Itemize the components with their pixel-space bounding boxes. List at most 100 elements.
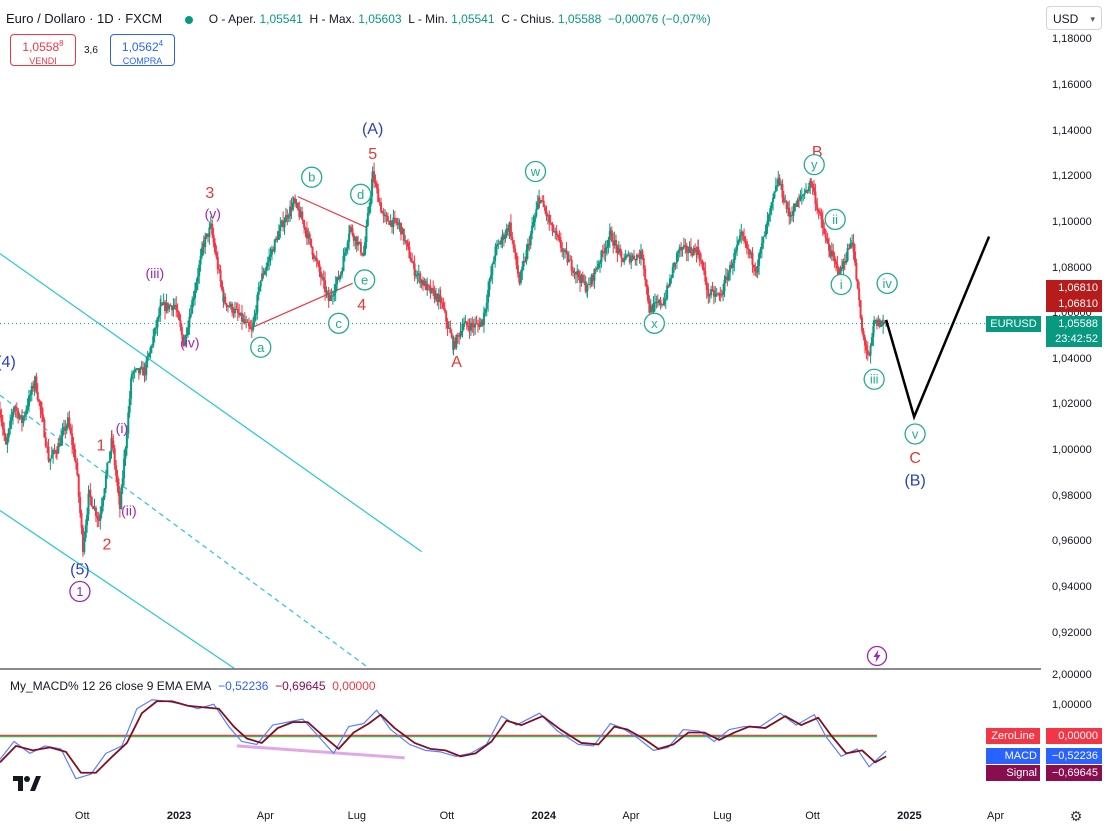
candle-body — [576, 270, 579, 275]
wave-label-circle — [863, 368, 885, 390]
candle-body — [497, 243, 500, 245]
candle-body — [792, 211, 795, 216]
candle-body — [631, 255, 634, 259]
open-value: 1,05541 — [259, 12, 303, 26]
candle-body — [325, 291, 328, 293]
candle-body — [420, 280, 423, 284]
candle-body — [312, 254, 315, 259]
candle-body — [398, 223, 401, 225]
candle-body — [668, 278, 671, 286]
candle-body — [471, 322, 474, 326]
candle-body — [385, 215, 388, 217]
sell-button[interactable]: 1,05588 VENDI — [10, 34, 76, 66]
wave-label-circle — [876, 272, 898, 295]
candle-body — [307, 233, 310, 239]
candle-body — [806, 190, 809, 192]
ohlc-legend: Euro / Dollaro · 1D · FXCM O - Aper. 1,0… — [6, 11, 711, 26]
candle-body — [333, 292, 336, 296]
currency-selector[interactable]: USD ▾ — [1046, 6, 1102, 30]
candle-body — [498, 243, 501, 245]
wave-label-e: e — [361, 272, 368, 287]
candle-body — [7, 429, 10, 438]
candle-body — [62, 426, 65, 431]
macd-line — [0, 699, 887, 780]
sell-price-sup: 8 — [59, 39, 64, 48]
candle-body — [741, 231, 744, 237]
candle-body — [44, 437, 47, 446]
macd-pane[interactable] — [0, 699, 887, 780]
candle-body — [208, 227, 211, 237]
buy-button[interactable]: 1,05624 COMPRA — [110, 34, 175, 66]
candle-body — [855, 262, 858, 280]
candle-body — [529, 233, 532, 246]
candle-body — [552, 230, 555, 233]
candle-body — [464, 321, 467, 324]
candle-body — [173, 304, 176, 306]
candle-body — [377, 188, 380, 202]
candle-body — [162, 302, 165, 305]
wave-label-circle — [824, 208, 846, 231]
candle-body — [292, 198, 295, 203]
candle-body — [26, 406, 29, 410]
candle-body — [601, 250, 604, 252]
candle-body — [830, 250, 833, 257]
high-value: 1,05603 — [358, 12, 402, 26]
time-tick-label: Apr — [987, 810, 1005, 822]
candle-body — [432, 288, 435, 291]
wave-label-circle — [803, 154, 825, 176]
buy-label: COMPRA — [122, 56, 163, 66]
candle-body — [597, 263, 600, 268]
candle-body — [224, 296, 227, 304]
close-label: C - Chius. — [501, 12, 555, 26]
candle-body — [843, 261, 846, 264]
candle-body — [219, 270, 222, 282]
candle-body — [586, 285, 589, 291]
settings-gear-icon[interactable]: ⚙ — [1069, 808, 1083, 824]
candle-body — [106, 462, 109, 476]
candle-body — [468, 327, 471, 331]
candle-body — [475, 323, 478, 325]
candle-body — [767, 214, 770, 221]
symbol-title[interactable]: Euro / Dollaro · 1D · FXCM — [6, 11, 163, 26]
candle-body — [544, 207, 547, 211]
candle-body — [282, 220, 285, 228]
candle-body — [33, 376, 36, 384]
candle-body — [429, 286, 432, 293]
spread-value: 3,6 — [84, 45, 98, 56]
candle-body — [188, 316, 191, 328]
candle-body — [604, 248, 607, 254]
lightning-icon[interactable] — [866, 645, 888, 667]
candle-body — [289, 206, 292, 217]
time-tick-label: Ott — [805, 810, 820, 822]
candle-body — [389, 220, 392, 225]
low-value: 1,05541 — [451, 12, 495, 26]
candle-body — [869, 345, 872, 356]
candle-body — [140, 367, 143, 369]
candle-body — [115, 465, 118, 476]
candle-body — [419, 273, 422, 284]
price-tick-label: 1,00000 — [1052, 444, 1092, 457]
candle-body — [685, 245, 688, 253]
candle-body — [79, 496, 82, 514]
macd-legend[interactable]: My_MACD% 12 26 close 9 EMA EMA −0,52236 … — [10, 679, 376, 693]
candle-body — [500, 240, 503, 245]
wave-label-C: C — [909, 450, 921, 467]
candle-body — [61, 430, 64, 437]
price-pane[interactable]: (4) (5) 1 1 2 (i) (ii) (iii) (iv) 3 (v) a b c d e 4 (A) 5 A… — [0, 121, 1041, 669]
tradingview-logo-icon[interactable] — [12, 775, 42, 793]
symbol-tag: EURUSD — [986, 315, 1041, 332]
candle-body — [68, 417, 71, 428]
wave-label-circle — [69, 580, 91, 603]
candle-body — [412, 262, 415, 264]
candle-body — [32, 385, 35, 389]
candle-body — [479, 322, 482, 327]
candle-body — [514, 248, 517, 253]
candle-body — [872, 326, 875, 338]
candle-body — [817, 210, 820, 212]
candle-body — [559, 239, 562, 248]
candle-body — [684, 245, 687, 247]
chart-header: Euro / Dollaro · 1D · FXCM O - Aper. 1,0… — [0, 0, 1040, 38]
candle-body — [109, 451, 112, 462]
wave-label-iv: iv — [882, 276, 892, 291]
